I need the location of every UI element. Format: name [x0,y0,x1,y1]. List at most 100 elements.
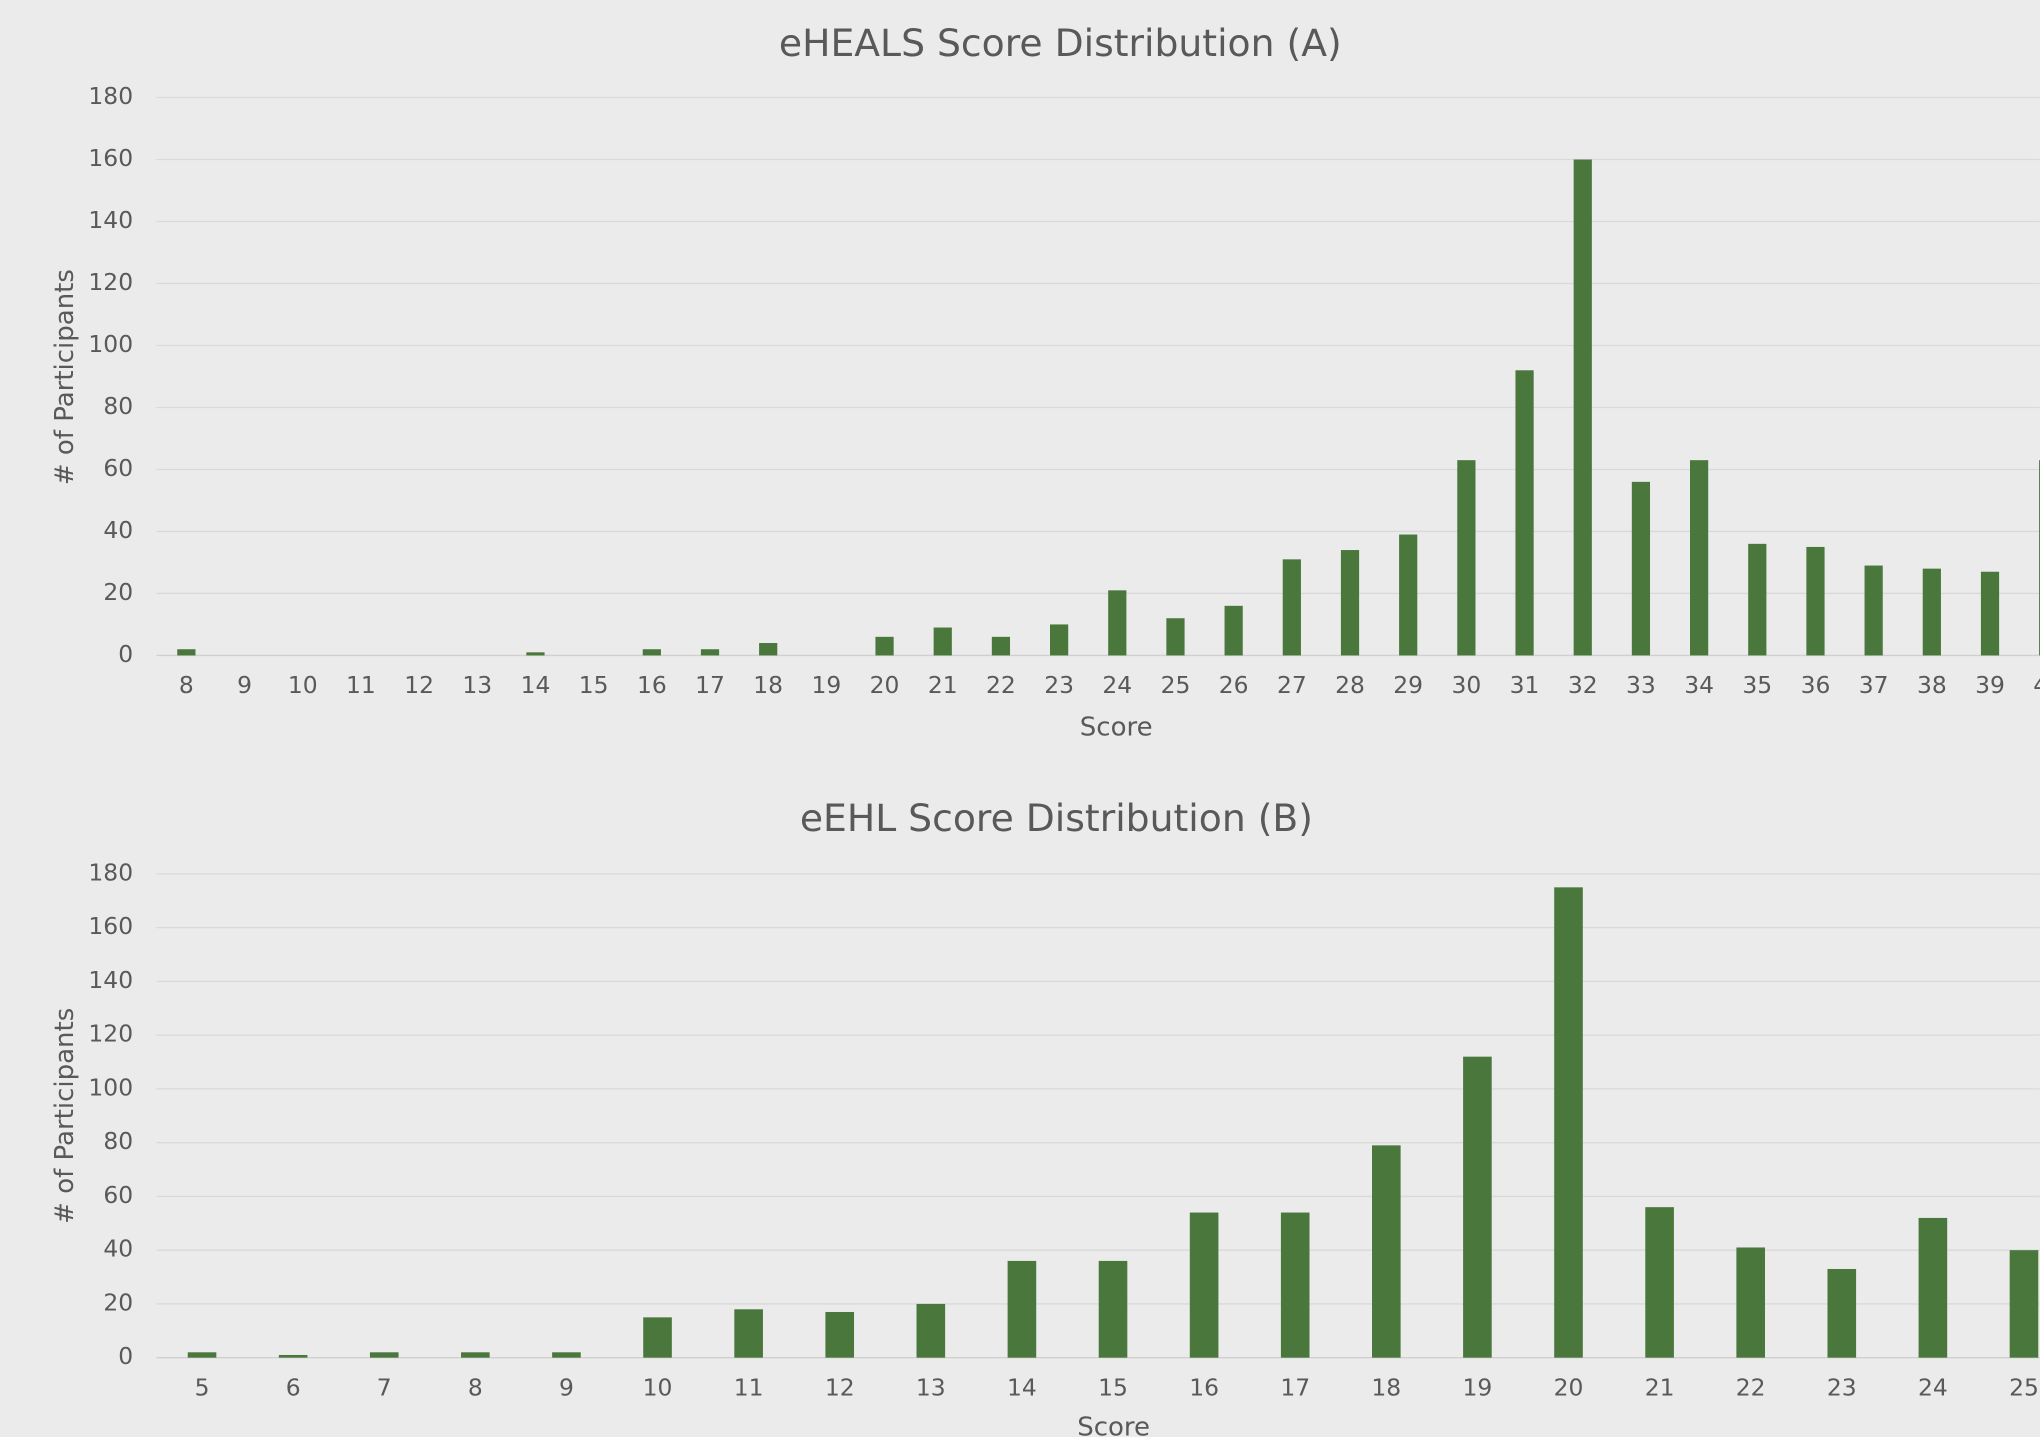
x-tick-label: 14 [521,671,551,699]
y-tick-label: 80 [103,392,133,420]
bar [1515,370,1534,656]
bar [1372,1145,1401,1358]
bar [177,649,196,656]
x-tick-label: 28 [1335,671,1365,699]
bar [734,1309,763,1358]
y-tick-label: 60 [103,1181,133,1209]
x-tick-label: 33 [1626,671,1656,699]
x-tick-label: 10 [288,671,318,699]
x-tick-label: 29 [1393,671,1423,699]
bar [278,1354,308,1358]
y-tick-label: 40 [103,516,133,544]
x-tick-label: 22 [1736,1373,1766,1401]
x-tick-label: 9 [237,671,252,699]
x-tick-label: 26 [1219,671,1249,699]
bar [1827,1268,1857,1358]
x-tick-label: 6 [286,1373,301,1401]
bar [1554,887,1583,1358]
y-tick-label: 160 [88,144,133,172]
y-tick-label: 20 [103,578,133,606]
x-tick-label: 23 [1044,671,1074,699]
x-tick-label: 39 [1975,671,2005,699]
bar [1748,543,1767,656]
x-tick-label: 16 [1189,1373,1219,1401]
chart-title: eEHL Score Distribution (B) [800,796,1313,840]
bar [1645,1207,1674,1358]
y-tick-label: 0 [118,640,133,668]
x-tick-label: 20 [870,671,900,699]
x-tick-label: 5 [195,1373,210,1401]
y-axis-label: # of Participants [50,269,80,485]
x-tick-label: 15 [1098,1373,1128,1401]
x-tick-label: 36 [1801,671,1831,699]
chart-title: eHEALS Score Distribution (A) [779,21,1342,65]
bar [1980,571,2000,656]
bar [2009,1250,2039,1358]
bar [825,1311,855,1358]
x-tick-label: 32 [1568,671,1598,699]
bar [1631,481,1651,656]
bar [1806,546,1825,656]
y-tick-label: 160 [88,912,133,940]
bar [369,1352,399,1358]
y-tick-label: 100 [88,1073,133,1101]
bar [875,636,894,656]
x-tick-label: 24 [1102,671,1132,699]
x-tick-label: 20 [1554,1373,1584,1401]
y-tick-label: 40 [103,1235,133,1263]
x-tick-label: 31 [1510,671,1540,699]
bar [643,1317,672,1358]
bar [1340,550,1360,656]
bar [1736,1247,1765,1358]
x-tick-label: 23 [1827,1373,1857,1401]
bar [1280,1212,1310,1358]
y-tick-label: 120 [88,1020,133,1048]
bar [1050,624,1069,656]
bar [1922,568,1941,656]
x-tick-label: 30 [1451,671,1481,699]
x-tick-label: 12 [404,671,434,699]
x-tick-label: 24 [1918,1373,1948,1401]
x-tick-label: 40 [2033,671,2040,699]
x-tick-label: 38 [1917,671,1947,699]
x-tick-label: 9 [559,1373,574,1401]
x-tick-label: 14 [1007,1373,1037,1401]
bar [1399,534,1418,656]
y-axis-label: # of Participants [50,1008,80,1224]
x-tick-label: 34 [1684,671,1714,699]
bar [1864,565,1883,656]
bar [1166,618,1185,656]
bar [1282,559,1301,656]
x-tick-label: 21 [928,671,958,699]
bar [1007,1260,1037,1358]
bar [991,636,1011,656]
x-tick-label: 27 [1277,671,1307,699]
x-tick-label: 18 [1371,1373,1401,1401]
x-tick-label: 25 [2009,1373,2039,1401]
x-tick-label: 8 [179,671,194,699]
bar [1108,590,1127,656]
bar [759,643,778,656]
bar [916,1303,946,1358]
y-tick-label: 0 [118,1342,133,1370]
y-tick-label: 60 [103,454,133,482]
y-tick-label: 20 [103,1288,133,1316]
x-tick-label: 8 [468,1373,483,1401]
x-tick-label: 22 [986,671,1016,699]
x-tick-label: 7 [377,1373,392,1401]
x-tick-label: 13 [916,1373,946,1401]
y-tick-label: 140 [88,966,133,994]
x-tick-label: 16 [637,671,667,699]
x-tick-label: 11 [346,671,376,699]
x-tick-label: 13 [462,671,492,699]
x-axis-label: Score [1077,1412,1150,1437]
x-tick-label: 18 [753,671,783,699]
bar [1690,460,1709,656]
x-tick-label: 35 [1742,671,1772,699]
bar [1573,159,1592,656]
bar [187,1352,217,1358]
bar [933,627,952,656]
bar [1457,460,1476,656]
